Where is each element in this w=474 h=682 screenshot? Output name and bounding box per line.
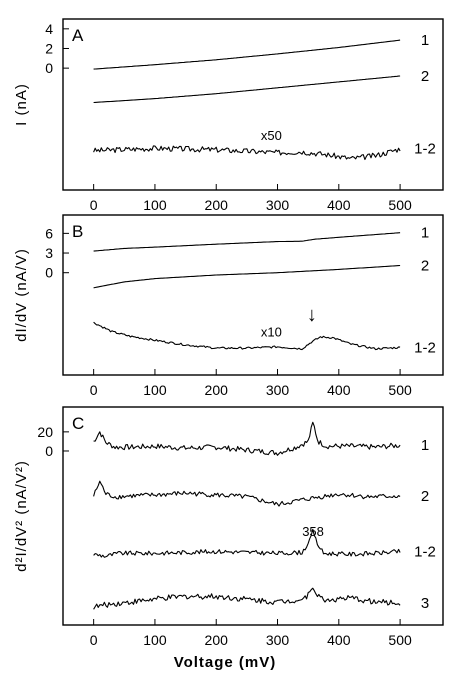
x-tick-label: 300 bbox=[266, 197, 290, 213]
y-axis-title: dI/dV (nA/V) bbox=[13, 248, 30, 342]
series-line-2 bbox=[93, 480, 401, 507]
series-line-2 bbox=[93, 264, 401, 289]
series-label: 1-2 bbox=[414, 543, 436, 560]
series-label: 1 bbox=[421, 32, 429, 49]
y-tick-label: 2 bbox=[45, 40, 53, 56]
series-label: 2 bbox=[421, 257, 429, 274]
x-tick-label: 200 bbox=[205, 382, 229, 398]
annotation-label: x50 bbox=[261, 128, 282, 143]
x-tick-label: 200 bbox=[205, 197, 229, 213]
series-line-1-2 bbox=[93, 321, 401, 351]
x-tick-label: 500 bbox=[388, 632, 412, 648]
annotation-arrow: ↓ bbox=[307, 304, 317, 326]
panel-frame bbox=[62, 214, 444, 376]
x-tick-label: 500 bbox=[388, 382, 412, 398]
series-line-3 bbox=[93, 587, 401, 610]
x-tick-label: 400 bbox=[327, 382, 351, 398]
series-line-1-2 bbox=[93, 528, 401, 558]
series-label: 2 bbox=[421, 68, 429, 85]
y-tick-label: 3 bbox=[45, 245, 53, 261]
panel-frame bbox=[62, 406, 444, 626]
x-tick-label: 300 bbox=[266, 382, 290, 398]
panel-letter: B bbox=[72, 222, 83, 241]
x-tick-label: 100 bbox=[143, 632, 167, 648]
series-line-1 bbox=[93, 232, 401, 252]
series-line-2 bbox=[93, 75, 401, 104]
panel-letter: A bbox=[72, 26, 84, 45]
x-tick-label: 400 bbox=[327, 632, 351, 648]
x-tick-label: 200 bbox=[205, 632, 229, 648]
series-line-1 bbox=[93, 39, 401, 70]
x-tick-label: 0 bbox=[90, 197, 98, 213]
series-label: 1-2 bbox=[414, 141, 436, 158]
x-tick-label: 0 bbox=[90, 632, 98, 648]
y-tick-label: 20 bbox=[37, 424, 53, 440]
y-axis-title: I (nA) bbox=[13, 83, 30, 126]
panel-frame bbox=[62, 18, 444, 191]
series-label: 3 bbox=[421, 595, 429, 612]
x-tick-label: 500 bbox=[388, 197, 412, 213]
series-line-1 bbox=[93, 421, 401, 456]
series-label: 1-2 bbox=[414, 339, 436, 356]
annotation-label: 358 bbox=[302, 524, 324, 539]
x-tick-label: 300 bbox=[266, 632, 290, 648]
x-tick-label: 0 bbox=[90, 382, 98, 398]
y-tick-label: 0 bbox=[45, 60, 53, 76]
series-label: 1 bbox=[421, 225, 429, 242]
y-tick-label: 4 bbox=[45, 21, 53, 37]
panel-letter: C bbox=[72, 414, 84, 433]
x-tick-label: 400 bbox=[327, 197, 351, 213]
x-tick-label: 100 bbox=[143, 382, 167, 398]
y-tick-label: 6 bbox=[45, 225, 53, 241]
series-label: 1 bbox=[421, 437, 429, 454]
x-axis-title: Voltage (mV) bbox=[174, 654, 277, 671]
y-tick-label: 0 bbox=[45, 443, 53, 459]
x-tick-label: 100 bbox=[143, 197, 167, 213]
series-line-1-2 bbox=[93, 145, 401, 161]
y-tick-label: 0 bbox=[45, 265, 53, 281]
series-label: 2 bbox=[421, 488, 429, 505]
annotation-label: x10 bbox=[261, 324, 282, 339]
y-axis-title: d²I/dV² (nA/V²) bbox=[13, 460, 30, 572]
